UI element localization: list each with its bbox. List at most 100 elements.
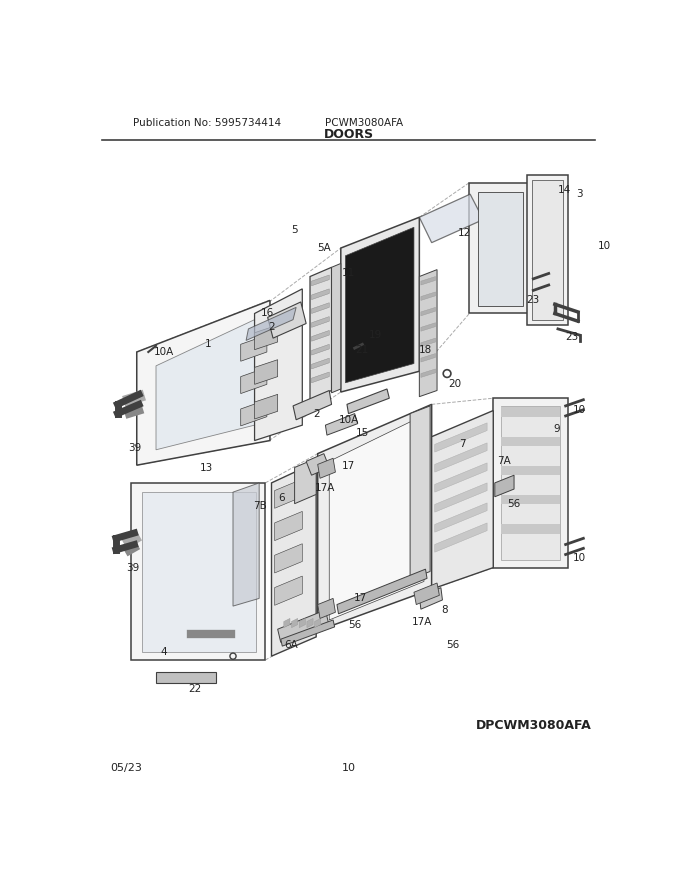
- Polygon shape: [421, 323, 435, 331]
- Polygon shape: [435, 443, 487, 472]
- Text: 14: 14: [558, 186, 571, 195]
- Polygon shape: [347, 389, 390, 414]
- Text: 16: 16: [261, 309, 274, 319]
- Polygon shape: [311, 372, 329, 383]
- Polygon shape: [254, 289, 303, 441]
- Polygon shape: [478, 192, 524, 306]
- Text: 22: 22: [188, 685, 201, 694]
- Polygon shape: [292, 619, 298, 627]
- Polygon shape: [306, 454, 329, 475]
- Text: 7B: 7B: [253, 501, 267, 511]
- Text: Publication No: 5995734414: Publication No: 5995734414: [133, 118, 281, 128]
- Polygon shape: [421, 292, 435, 300]
- Text: PCWM3080AFA: PCWM3080AFA: [326, 118, 403, 128]
- Polygon shape: [501, 495, 560, 504]
- Polygon shape: [495, 475, 514, 496]
- Polygon shape: [421, 369, 435, 378]
- Polygon shape: [131, 483, 265, 660]
- Text: 8: 8: [441, 605, 448, 615]
- Polygon shape: [420, 194, 483, 243]
- Text: 7: 7: [459, 439, 466, 450]
- Polygon shape: [275, 479, 303, 509]
- Polygon shape: [435, 463, 487, 492]
- Text: 6: 6: [278, 494, 285, 503]
- Polygon shape: [337, 569, 427, 614]
- Polygon shape: [318, 598, 335, 619]
- Text: 3: 3: [576, 189, 583, 199]
- Text: 2: 2: [268, 322, 275, 333]
- Polygon shape: [329, 415, 424, 620]
- Polygon shape: [432, 410, 493, 590]
- Polygon shape: [318, 458, 335, 478]
- Polygon shape: [277, 610, 328, 642]
- Polygon shape: [241, 368, 267, 393]
- Polygon shape: [156, 671, 216, 683]
- Polygon shape: [311, 344, 329, 355]
- Text: 20: 20: [448, 379, 461, 389]
- Polygon shape: [315, 619, 321, 627]
- Text: 2: 2: [313, 408, 320, 419]
- Polygon shape: [310, 268, 332, 400]
- Text: 23: 23: [565, 332, 579, 341]
- Text: 05/23: 05/23: [109, 763, 141, 773]
- Polygon shape: [275, 576, 303, 605]
- Polygon shape: [311, 358, 329, 369]
- Text: 23: 23: [527, 295, 540, 304]
- Polygon shape: [299, 619, 305, 627]
- Polygon shape: [326, 414, 358, 435]
- Polygon shape: [435, 422, 487, 452]
- Text: 12: 12: [458, 228, 471, 238]
- Text: 17A: 17A: [411, 617, 432, 627]
- Polygon shape: [420, 269, 437, 397]
- Polygon shape: [311, 289, 329, 299]
- Polygon shape: [307, 619, 313, 627]
- Text: 6A: 6A: [284, 640, 298, 649]
- Polygon shape: [271, 462, 316, 656]
- Text: DOORS: DOORS: [324, 128, 373, 141]
- Text: 7A: 7A: [497, 457, 511, 466]
- Polygon shape: [501, 406, 560, 560]
- Polygon shape: [241, 400, 267, 426]
- Polygon shape: [501, 407, 560, 416]
- Text: 15: 15: [356, 428, 369, 438]
- Polygon shape: [137, 300, 270, 466]
- Text: DPCWM3080AFA: DPCWM3080AFA: [475, 719, 591, 732]
- Polygon shape: [421, 276, 435, 285]
- Text: 56: 56: [507, 500, 521, 510]
- Polygon shape: [311, 317, 329, 327]
- Text: 39: 39: [128, 444, 141, 453]
- Polygon shape: [318, 404, 432, 631]
- Polygon shape: [311, 330, 329, 341]
- Polygon shape: [254, 394, 277, 419]
- Polygon shape: [501, 524, 560, 533]
- Text: 10A: 10A: [339, 414, 358, 425]
- Polygon shape: [421, 307, 435, 316]
- Text: 10: 10: [573, 405, 586, 414]
- Polygon shape: [142, 492, 256, 652]
- Polygon shape: [233, 483, 259, 606]
- Polygon shape: [156, 319, 254, 450]
- Polygon shape: [414, 583, 439, 605]
- Polygon shape: [421, 354, 435, 362]
- Polygon shape: [435, 502, 487, 532]
- Text: 56: 56: [446, 640, 459, 649]
- Polygon shape: [275, 544, 303, 573]
- Text: 11: 11: [342, 268, 355, 278]
- Text: 5A: 5A: [317, 243, 330, 253]
- Polygon shape: [311, 303, 329, 313]
- Text: 13: 13: [199, 463, 213, 473]
- Polygon shape: [284, 619, 290, 627]
- Text: 17: 17: [342, 461, 355, 471]
- Text: 56: 56: [348, 620, 361, 630]
- Text: 9: 9: [553, 424, 560, 434]
- Polygon shape: [420, 588, 443, 609]
- Polygon shape: [281, 620, 335, 646]
- Text: 5: 5: [291, 225, 298, 235]
- Polygon shape: [341, 217, 420, 392]
- Text: 4: 4: [160, 648, 167, 657]
- Polygon shape: [254, 360, 277, 385]
- Polygon shape: [435, 483, 487, 512]
- Polygon shape: [532, 180, 562, 319]
- Polygon shape: [501, 436, 560, 446]
- Text: 10: 10: [573, 554, 586, 563]
